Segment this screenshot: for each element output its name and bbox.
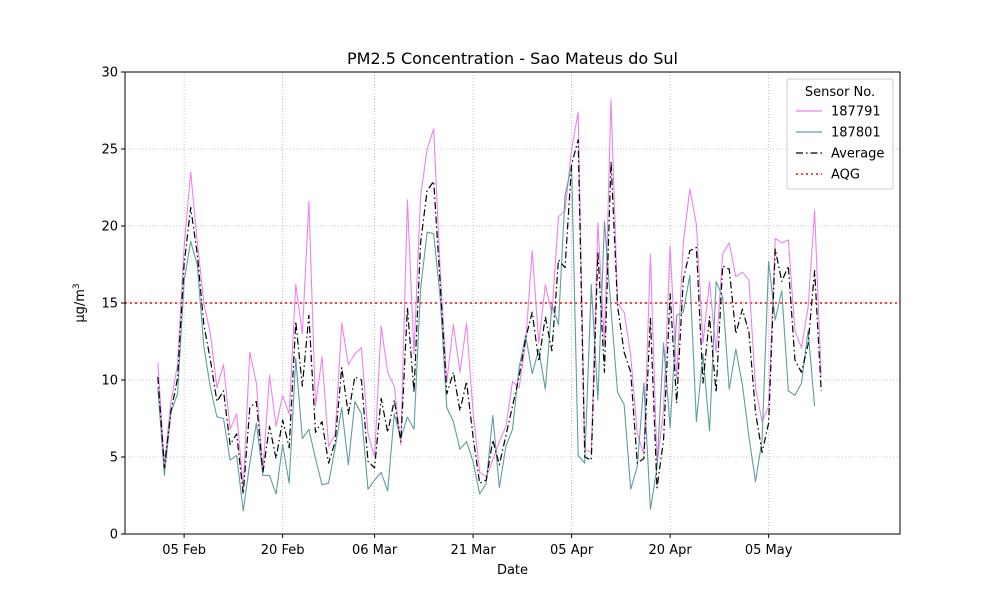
legend-label: 187791: [831, 105, 881, 120]
legend-box: [786, 78, 894, 190]
x-tick-label: 20 Apr: [649, 543, 693, 558]
series-line-average: [157, 139, 822, 495]
y-tick-label: 30: [101, 66, 118, 81]
y-tick-label: 15: [101, 297, 118, 312]
y-axis-label: μg/m3: [72, 283, 88, 322]
x-tick-label: 20 Feb: [261, 543, 305, 558]
series-line-187801: [157, 165, 816, 512]
x-axis-label: Date: [497, 563, 528, 578]
legend-entries: 187791 187801 Average AQG: [796, 105, 884, 183]
x-axis-ticks: 05 Feb 20 Feb 06 Mar 21 Mar 05 Apr 20 Apr 05 M…: [162, 534, 793, 558]
legend-title: Sensor No.: [805, 85, 875, 100]
x-tick-label: 05 Apr: [550, 543, 594, 558]
y-tick-label: 10: [101, 374, 118, 389]
legend-label: Average: [831, 147, 884, 162]
y-tick-label: 5: [110, 451, 118, 466]
series-layer: [157, 99, 822, 512]
chart-title: PM2.5 Concentration - Sao Mateus do Sul: [347, 49, 678, 68]
x-tick-label: 21 Mar: [450, 543, 496, 558]
y-tick-label: 0: [110, 528, 118, 543]
legend-label: 187801: [831, 126, 881, 141]
x-tick-label: 06 Mar: [352, 543, 398, 558]
y-tick-label: 25: [101, 143, 118, 158]
y-tick-label: 20: [101, 220, 118, 235]
series-line-187791: [157, 99, 822, 489]
y-axis-label-superscript: 3: [72, 283, 82, 289]
legend: Sensor No. 187791 187801 Average AQG: [786, 78, 894, 190]
legend-label: AQG: [831, 168, 860, 183]
y-axis-ticks: 0 5 10 15 20 25 30: [101, 66, 125, 543]
y-axis-label-unit: μg/m: [73, 289, 88, 323]
x-tick-label: 05 May: [745, 543, 793, 558]
x-tick-label: 05 Feb: [162, 543, 206, 558]
